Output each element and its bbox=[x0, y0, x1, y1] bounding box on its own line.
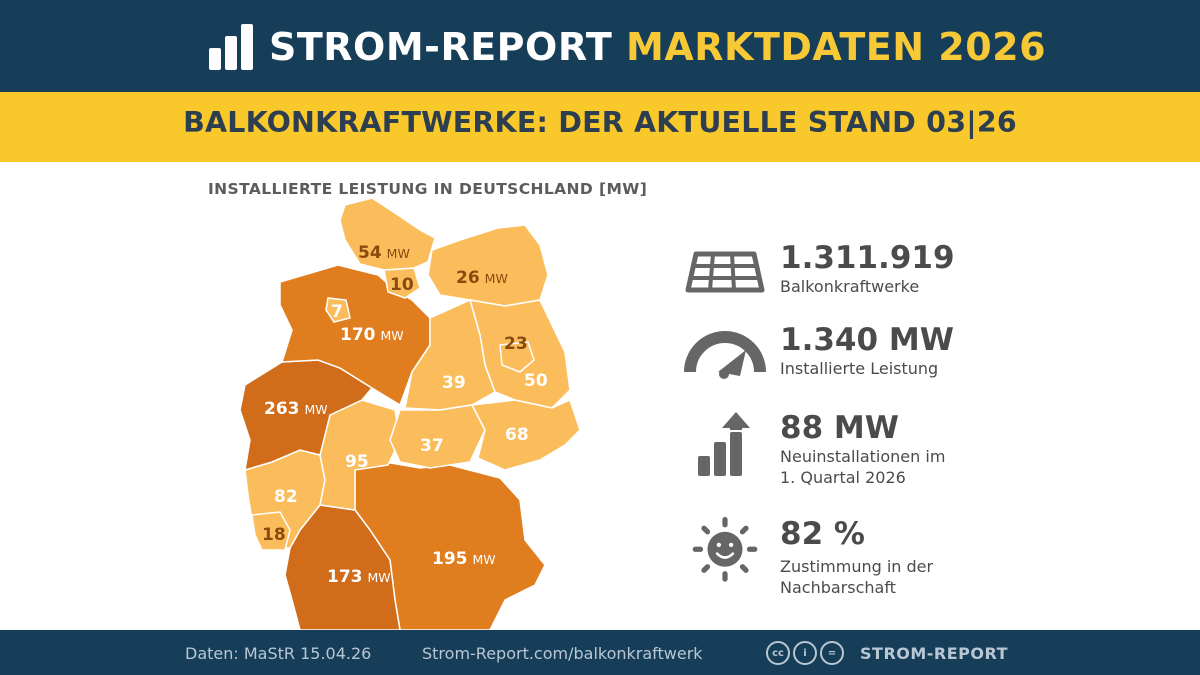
label-hh: 10 bbox=[390, 275, 414, 295]
label-rp: 82 bbox=[274, 487, 298, 507]
stat-approval: 82 % Zustimmung in der Nachbarschaft bbox=[682, 516, 1002, 597]
stat-new-installs-desc-2: 1. Quartal 2026 bbox=[780, 468, 906, 487]
label-sn: 68 bbox=[505, 425, 529, 445]
footer-url-link[interactable]: Strom-Report.com/balkonkraftwerk bbox=[422, 644, 703, 663]
stat-capacity-value: 1.340 MW bbox=[780, 322, 954, 358]
no-derivatives-icon: = bbox=[820, 641, 844, 665]
footer-source: Daten: MaStR 15.04.26 bbox=[185, 644, 372, 663]
growth-chart-icon bbox=[698, 412, 750, 476]
stat-installations-desc: Balkonkraftwerke bbox=[780, 277, 920, 296]
region-sh bbox=[339, 197, 436, 271]
smiling-sun-icon bbox=[692, 516, 758, 582]
cc-icon: cc bbox=[766, 641, 790, 665]
label-sl: 18 bbox=[262, 525, 286, 545]
attribution-icon: i bbox=[793, 641, 817, 665]
region-mv bbox=[427, 224, 549, 307]
label-be: 50 bbox=[524, 371, 548, 391]
stat-installations: 1.311.919 Balkonkraftwerke bbox=[682, 240, 1002, 300]
label-sh: 54 MW bbox=[358, 243, 410, 263]
gauge-icon bbox=[684, 331, 766, 379]
footer-bar: Daten: MaStR 15.04.26 Strom-Report.com/b… bbox=[0, 630, 1200, 675]
region-he bbox=[319, 399, 401, 511]
header-bar: STROM-REPORT MARKTDATEN 2026 bbox=[0, 0, 1200, 92]
brand-logo[interactable]: STROM-REPORT MARKTDATEN 2026 bbox=[207, 22, 1046, 72]
label-he: 95 bbox=[345, 452, 369, 472]
license-icons[interactable]: cc i = bbox=[766, 641, 844, 665]
label-bw: 173 MW bbox=[327, 567, 391, 587]
label-bb: 23 bbox=[504, 334, 528, 354]
stat-new-installs: 88 MW Neuinstallationen im 1. Quartal 20… bbox=[682, 410, 1002, 490]
label-by: 195 MW bbox=[432, 549, 496, 569]
region-hb bbox=[325, 297, 351, 323]
region-th bbox=[389, 404, 486, 469]
label-hb: 7 bbox=[331, 302, 343, 322]
label-st: 39 bbox=[442, 373, 466, 393]
stat-approval-desc-1: Zustimmung in der bbox=[780, 557, 934, 576]
label-mv: 26 MW bbox=[456, 268, 508, 288]
page-title: BALKONKRAFTWERKE: DER AKTUELLE STAND 03|… bbox=[183, 106, 1017, 139]
solar-panel-icon bbox=[685, 251, 765, 293]
region-sl bbox=[251, 511, 291, 551]
stat-approval-value: 82 % bbox=[780, 516, 865, 552]
stat-approval-desc-2: Nachbarschaft bbox=[780, 578, 896, 597]
label-th: 37 bbox=[420, 436, 444, 456]
stat-installations-value: 1.311.919 bbox=[780, 240, 955, 276]
stat-new-installs-desc-1: Neuinstallationen im bbox=[780, 447, 946, 466]
stat-new-installs-value: 88 MW bbox=[780, 410, 899, 446]
footer-brand: STROM-REPORT bbox=[860, 644, 1009, 663]
label-ni: 170 MW bbox=[340, 325, 404, 345]
stat-capacity: 1.340 MW Installierte Leistung bbox=[682, 322, 1002, 382]
region-sn bbox=[470, 398, 581, 471]
region-be bbox=[499, 341, 535, 373]
label-nw: 263 MW bbox=[264, 399, 328, 419]
title-bar: BALKONKRAFTWERKE: DER AKTUELLE STAND 03|… bbox=[0, 92, 1200, 162]
brand-main: STROM-REPORT bbox=[269, 25, 613, 69]
map-subtitle: INSTALLIERTE LEISTUNG IN DEUTSCHLAND [MW… bbox=[208, 180, 648, 198]
bar-chart-logo-icon bbox=[209, 24, 253, 70]
brand-title: STROM-REPORT MARKTDATEN 2026 bbox=[269, 25, 1046, 69]
stat-capacity-desc: Installierte Leistung bbox=[780, 359, 939, 378]
brand-accent: MARKTDATEN 2026 bbox=[626, 25, 1047, 69]
